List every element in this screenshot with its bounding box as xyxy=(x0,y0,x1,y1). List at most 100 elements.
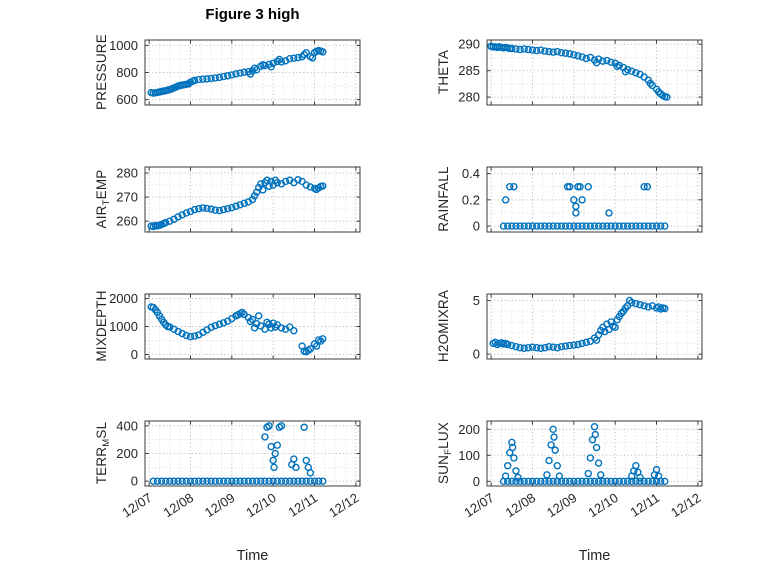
y-axis-label-pressure: PRESSURE xyxy=(94,34,112,110)
tick-marks xyxy=(145,40,360,105)
y-tick-labels: 0 100 200 xyxy=(458,422,480,489)
data-points xyxy=(147,303,327,356)
tick-marks xyxy=(487,294,702,359)
figure-title: Figure 3 high xyxy=(205,6,300,23)
y-tick-labels: 0 200 400 xyxy=(116,418,138,488)
y-tick-label: 200 xyxy=(116,446,138,461)
subplot-sun-flux: SUNFLUX 0 100 200 12/07 12/08 12/09 12/10 12/11… xyxy=(427,413,712,568)
y-axis-label-theta: THETA xyxy=(436,50,454,94)
y-tick-labels: 280 285 290 xyxy=(458,37,480,105)
ylabel-text: RAINFALL xyxy=(436,166,451,232)
y-axis-label-sun-flux: SUNFLUX xyxy=(436,422,454,484)
ylabel-text: MIXDEPTH xyxy=(94,290,109,362)
y-tick-label: 260 xyxy=(116,214,138,229)
y-tick-label: 0.2 xyxy=(462,192,480,207)
ylabel-text: EMP xyxy=(94,169,109,200)
subplot-terr-msl: TERRMSL 0 200 400 12/07 12/08 12/09 12/10 12/11… xyxy=(85,413,370,568)
y-tick-label: 600 xyxy=(116,92,138,107)
x-tick-label: 12/12 xyxy=(668,490,703,520)
y-tick-labels: 600 800 1000 xyxy=(109,38,138,107)
ylabel-text: AIR xyxy=(94,205,109,229)
major-grid xyxy=(145,421,360,486)
major-grid xyxy=(487,421,702,486)
y-axis-label-h2omixra: H2OMIXRA xyxy=(436,290,454,362)
y-tick-label: 0 xyxy=(473,347,480,362)
subplot-pressure: PRESSURE 600 800 1000 xyxy=(85,32,370,122)
ylabel-text: SL xyxy=(94,421,109,439)
major-grid xyxy=(487,167,702,232)
x-tick-label: 12/11 xyxy=(285,490,320,520)
data-points xyxy=(499,182,669,230)
y-tick-labels: 0 1000 2000 xyxy=(109,291,138,362)
ylabel-text: H2OMIXRA xyxy=(436,289,451,363)
data-points xyxy=(147,46,327,97)
y-tick-label: 0 xyxy=(131,347,138,362)
axes-box xyxy=(486,293,703,360)
subplot-rainfall: RAINFALL 0 0.2 0.4 xyxy=(427,159,712,249)
sun-flux-plot-area: 0 100 200 12/07 12/08 12/09 12/10 12/11 12/12 xyxy=(458,420,703,520)
y-tick-labels: 05 xyxy=(473,293,480,362)
ylabel-text: SUN xyxy=(436,454,451,484)
subplot-theta: THETA 280 285 290 xyxy=(427,32,712,122)
x-tick-label: 12/09 xyxy=(544,490,579,520)
y-tick-label: 2000 xyxy=(109,291,138,306)
mixdepth-plot-area: 0 1000 2000 xyxy=(109,291,361,362)
x-tick-label: 12/09 xyxy=(202,490,237,520)
y-tick-label: 100 xyxy=(458,448,480,463)
y-tick-labels: 0 0.2 0.4 xyxy=(462,166,480,234)
y-tick-label: 285 xyxy=(458,63,480,78)
y-axis-label-mixdepth: MIXDEPTH xyxy=(94,290,112,361)
axes-box xyxy=(144,166,361,233)
x-tick-labels: 12/07 12/08 12/09 12/10 12/11 12/12 xyxy=(461,490,703,520)
ylabel-text: TERR xyxy=(94,446,109,485)
major-grid xyxy=(145,167,360,232)
y-tick-label: 200 xyxy=(458,422,480,437)
data-points xyxy=(147,176,327,231)
ylabel-subscript: M xyxy=(101,438,112,447)
y-tick-label: 270 xyxy=(116,190,138,205)
x-axis-label-left: Time xyxy=(236,548,269,564)
y-tick-label: 290 xyxy=(458,37,480,52)
y-tick-label: 800 xyxy=(116,65,138,80)
subplot-air-temp: AIRTEMP 260 270 280 xyxy=(85,159,370,249)
minor-grid xyxy=(145,40,360,105)
x-tick-label: 12/10 xyxy=(585,490,620,520)
data-points xyxy=(149,422,327,485)
x-tick-labels: 12/07 12/08 12/09 12/10 12/11 12/12 xyxy=(119,490,361,520)
axes-box xyxy=(486,420,703,487)
y-tick-label: 1000 xyxy=(109,319,138,334)
y-tick-label: 0.4 xyxy=(462,166,480,181)
x-axis-label-right: Time xyxy=(578,548,611,564)
ylabel-subscript: F xyxy=(443,448,454,455)
tick-marks xyxy=(145,167,360,232)
subplot-mixdepth: MIXDEPTH 0 1000 2000 xyxy=(85,286,370,376)
rainfall-plot-area: 0 0.2 0.4 xyxy=(462,166,703,234)
data-points xyxy=(499,423,669,486)
x-tick-label: 12/10 xyxy=(243,490,278,520)
y-tick-label: 5 xyxy=(473,293,480,308)
tick-marks xyxy=(145,294,360,359)
y-tick-label: 400 xyxy=(116,418,138,433)
air-temp-plot-area: 260 270 280 xyxy=(116,166,361,233)
theta-plot-area: 280 285 290 xyxy=(458,37,703,106)
y-tick-label: 280 xyxy=(458,90,480,105)
y-tick-label: 1000 xyxy=(109,38,138,53)
minor-grid xyxy=(145,167,360,232)
h2omixra-plot-area: 05 xyxy=(473,293,703,362)
ylabel-text: LUX xyxy=(436,422,451,449)
x-tick-label: 12/12 xyxy=(326,490,361,520)
y-tick-label: 0 xyxy=(473,219,480,234)
data-points xyxy=(487,42,671,101)
y-axis-label-terr-msl: TERRMSL xyxy=(94,422,112,485)
ylabel-subscript: T xyxy=(101,199,112,206)
y-axis-label-air-temp: AIRTEMP xyxy=(94,170,112,229)
y-tick-label: 0 xyxy=(473,474,480,489)
x-tick-label: 12/08 xyxy=(161,490,196,520)
ylabel-text: THETA xyxy=(436,49,451,95)
tick-marks xyxy=(487,167,702,232)
pressure-plot-area: 600 800 1000 xyxy=(109,38,361,107)
x-tick-label: 12/07 xyxy=(119,490,154,520)
x-tick-label: 12/08 xyxy=(503,490,538,520)
